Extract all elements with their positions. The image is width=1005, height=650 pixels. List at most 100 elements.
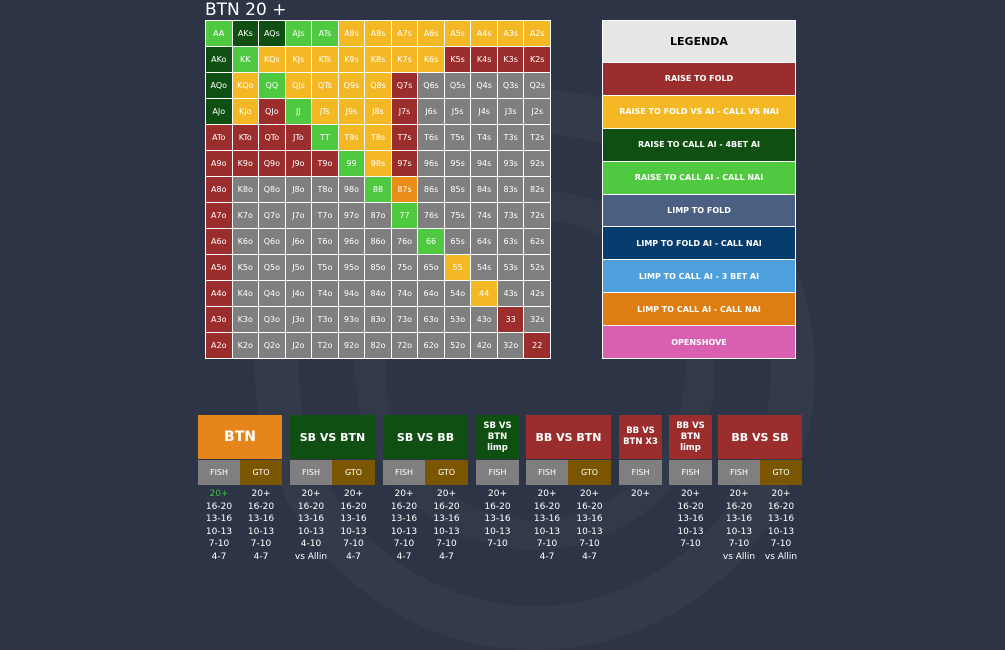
- stack-depth-link[interactable]: 16-20: [484, 501, 511, 512]
- stack-depth-link[interactable]: 16-20: [533, 501, 561, 512]
- stack-depth-link[interactable]: 7-10: [770, 539, 792, 550]
- stack-depth-link[interactable]: 20+: [344, 489, 363, 499]
- stack-depth-link[interactable]: 16-20: [576, 501, 603, 512]
- gto-subtab[interactable]: GTO: [240, 460, 282, 485]
- stack-depth-link[interactable]: 13-16: [297, 514, 325, 525]
- stack-depth-link[interactable]: 7-10: [208, 539, 230, 550]
- stack-depth-link[interactable]: 7-10: [436, 539, 457, 550]
- tab-header[interactable]: BB VS BTN X3: [619, 415, 662, 459]
- stack-depth-link[interactable]: 10-13: [576, 526, 603, 537]
- tab-header[interactable]: SB VS BTN limp: [476, 415, 519, 459]
- position-tab[interactable]: BB VS BTN limp FISH 20+ 16-20 13-16 10-13 7-10: [669, 415, 712, 551]
- stack-depth-link[interactable]: 4-7: [346, 551, 361, 562]
- stack-depth-link[interactable]: 16-20: [677, 501, 704, 512]
- gto-subtab[interactable]: GTO: [425, 460, 468, 485]
- stack-depth-link[interactable]: 20+: [209, 489, 229, 499]
- stack-depth-link[interactable]: 16-20: [340, 501, 367, 512]
- stack-depth-link[interactable]: 4-7: [396, 551, 412, 562]
- gto-subtab[interactable]: GTO: [760, 460, 802, 485]
- fish-subtab[interactable]: FISH: [718, 460, 760, 485]
- stack-depth-link[interactable]: 20+: [394, 489, 414, 499]
- stack-depth-link[interactable]: 7-10: [343, 539, 364, 550]
- stack-depth-link[interactable]: 20+: [301, 489, 321, 499]
- stack-depth-link[interactable]: 20+: [631, 489, 650, 499]
- fish-subtab[interactable]: FISH: [619, 460, 662, 485]
- stack-depth-link[interactable]: 10-13: [297, 526, 325, 537]
- gto-subtab[interactable]: GTO: [332, 460, 375, 485]
- stack-depth-link[interactable]: 4-7: [539, 551, 555, 562]
- tab-header[interactable]: SB VS BTN: [290, 415, 375, 459]
- position-tab[interactable]: SB VS BTN FISH GTO 20+ 16-20 13-16 10-13 4-10 vs…: [290, 415, 375, 564]
- stack-depth-link[interactable]: 4-7: [582, 551, 597, 562]
- stack-depth-link[interactable]: vs Allin: [764, 551, 798, 562]
- stack-depth-link[interactable]: 10-13: [484, 526, 511, 537]
- tab-header[interactable]: SB VS BB: [383, 415, 468, 459]
- stack-depth-link[interactable]: 7-10: [536, 539, 558, 550]
- tab-header[interactable]: BTN: [198, 415, 282, 459]
- stack-depth-link[interactable]: 7-10: [579, 539, 600, 550]
- fish-subtab[interactable]: FISH: [383, 460, 425, 485]
- stack-depth-link[interactable]: 20+: [537, 489, 557, 499]
- stack-depth-link[interactable]: 16-20: [247, 501, 275, 512]
- stack-depth-link[interactable]: 7-10: [393, 539, 415, 550]
- stack-depth-link[interactable]: 16-20: [767, 501, 795, 512]
- stack-depth-link[interactable]: 10-13: [390, 526, 418, 537]
- stack-depth-link[interactable]: 10-13: [725, 526, 753, 537]
- stack-depth-link[interactable]: 13-16: [340, 514, 367, 525]
- stack-depth-link[interactable]: 13-16: [205, 514, 233, 525]
- stack-depth-link[interactable]: 13-16: [767, 514, 795, 525]
- position-tab[interactable]: BB VS SB FISH GTO 20+ 16-20 13-16 10-13 7-10 vs …: [718, 415, 802, 564]
- stack-depth-link[interactable]: 7-10: [250, 539, 272, 550]
- stack-depth-link[interactable]: 16-20: [390, 501, 418, 512]
- stack-depth-link[interactable]: 20+: [437, 489, 456, 499]
- stack-depth-link[interactable]: 20+: [488, 489, 507, 499]
- stack-depth-link[interactable]: 16-20: [297, 501, 325, 512]
- stack-depth-link[interactable]: 7-10: [680, 539, 701, 550]
- stack-depth-link[interactable]: 13-16: [247, 514, 275, 525]
- stack-depth-link[interactable]: 10-13: [433, 526, 460, 537]
- fish-subtab[interactable]: FISH: [669, 460, 712, 485]
- position-tab[interactable]: SB VS BB FISH GTO 20+ 16-20 13-16 10-13 7-10 4-7…: [383, 415, 468, 564]
- position-tab[interactable]: BB VS BTN X3 FISH 20+: [619, 415, 662, 501]
- stack-depth-link[interactable]: 7-10: [728, 539, 750, 550]
- stack-depth-link[interactable]: 13-16: [576, 514, 603, 525]
- fish-subtab[interactable]: FISH: [198, 460, 240, 485]
- position-tab[interactable]: BB VS BTN FISH GTO 20+ 16-20 13-16 10-13 7-10 4-…: [526, 415, 611, 564]
- position-tab[interactable]: BTN FISH GTO 20+ 16-20 13-16 10-13 7-10 4-7 20+ 16…: [198, 415, 282, 564]
- stack-depth-link[interactable]: 20+: [681, 489, 700, 499]
- stack-depth-link[interactable]: 7-10: [487, 539, 508, 550]
- stack-depth-link[interactable]: 13-16: [433, 514, 460, 525]
- tab-header[interactable]: BB VS SB: [718, 415, 802, 459]
- stack-depth-link[interactable]: vs Allin: [294, 551, 328, 562]
- stack-depth-link[interactable]: 10-13: [340, 526, 367, 537]
- stack-depth-link[interactable]: 10-13: [677, 526, 704, 537]
- tab-header[interactable]: BB VS BTN: [526, 415, 611, 459]
- stack-depth-link[interactable]: 4-7: [253, 551, 269, 562]
- stack-depth-link[interactable]: 10-13: [533, 526, 561, 537]
- stack-depth-link[interactable]: 20+: [580, 489, 599, 499]
- fish-subtab[interactable]: FISH: [526, 460, 568, 485]
- stack-depth-link[interactable]: 4-7: [439, 551, 454, 562]
- stack-depth-link[interactable]: 13-16: [677, 514, 704, 525]
- stack-depth-link[interactable]: 10-13: [767, 526, 795, 537]
- stack-depth-link[interactable]: 16-20: [433, 501, 460, 512]
- stack-depth-link[interactable]: 20+: [729, 489, 749, 499]
- stack-depth-link[interactable]: 13-16: [725, 514, 753, 525]
- stack-depth-link[interactable]: 4-7: [211, 551, 227, 562]
- stack-depth-link[interactable]: 13-16: [484, 514, 511, 525]
- stack-depth-link[interactable]: 10-13: [205, 526, 233, 537]
- stack-depth-link[interactable]: 13-16: [390, 514, 418, 525]
- stack-depth-link[interactable]: 20+: [251, 489, 271, 499]
- stack-depth-link[interactable]: 10-13: [247, 526, 275, 537]
- stack-depth-link[interactable]: 16-20: [205, 501, 233, 512]
- gto-subtab[interactable]: GTO: [568, 460, 611, 485]
- stack-depth-link[interactable]: vs Allin: [722, 551, 756, 562]
- position-tab[interactable]: SB VS BTN limp FISH 20+ 16-20 13-16 10-13 7-10: [476, 415, 519, 551]
- stack-depth-link[interactable]: 16-20: [725, 501, 753, 512]
- stack-depth-link[interactable]: 20+: [771, 489, 791, 499]
- fish-subtab[interactable]: FISH: [476, 460, 519, 485]
- stack-depth-link[interactable]: 13-16: [533, 514, 561, 525]
- fish-subtab[interactable]: FISH: [290, 460, 332, 485]
- stack-depth-link[interactable]: 4-10: [300, 539, 322, 550]
- tab-header[interactable]: BB VS BTN limp: [669, 415, 712, 459]
